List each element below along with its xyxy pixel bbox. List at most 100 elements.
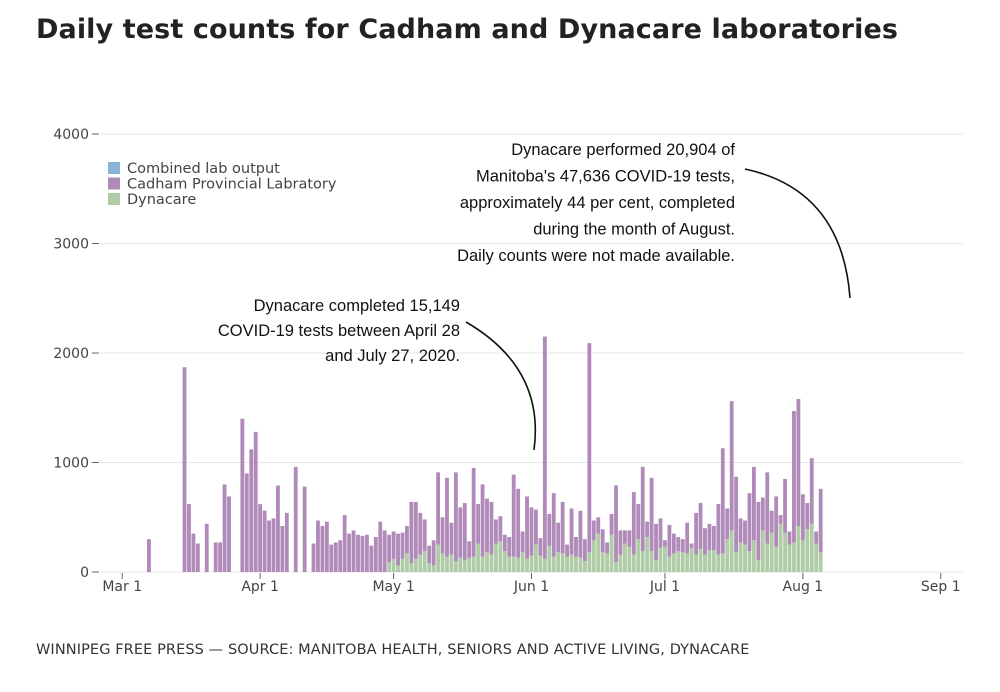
bar-dynacare (445, 556, 449, 572)
annotation-april-july-arrow (465, 321, 537, 451)
bar-dynacare (787, 544, 792, 572)
bar-cadham (347, 533, 352, 572)
bar-dynacare (605, 553, 610, 572)
bar-cadham (338, 540, 343, 572)
bar-cadham (814, 531, 819, 544)
x-tick-label: Aug 1 (783, 579, 824, 595)
bar-dynacare (631, 554, 636, 572)
bar-cadham (752, 466, 756, 541)
bar-cadham (329, 544, 334, 572)
bar-cadham (467, 541, 472, 558)
bar-dynacare (480, 556, 485, 572)
bar-dynacare (529, 555, 534, 572)
bars (147, 336, 823, 572)
bar-cadham (391, 531, 396, 559)
bar-cadham (418, 512, 423, 555)
bar-dynacare (418, 554, 423, 572)
bar-dynacare (614, 562, 618, 572)
bar-dynacare (485, 552, 489, 572)
axes: 0 1000 2000 3000 4000 Mar 1 Apr 1 May 1 Jun 1 Jul… (53, 127, 960, 595)
bar-dynacare (774, 546, 779, 572)
bar-cadham (382, 530, 387, 572)
x-tick-label: Sep 1 (921, 579, 961, 595)
bar-cadham (663, 540, 667, 547)
bar-cadham (707, 523, 712, 551)
bar-cadham (534, 509, 538, 545)
bar-cadham (618, 530, 623, 555)
bar-cadham (342, 515, 347, 572)
bar-cadham (471, 467, 476, 557)
bar-cadham (364, 534, 369, 572)
bar-cadham (560, 501, 565, 554)
bar-cadham (195, 543, 200, 572)
bar-cadham (218, 542, 223, 572)
bar-cadham (147, 539, 151, 572)
bar-cadham (623, 530, 627, 544)
bar-cadham (302, 486, 307, 572)
bar-cadham (525, 496, 529, 559)
bar-dynacare (636, 539, 641, 572)
bar-cadham (262, 510, 267, 572)
bar-dynacare (551, 556, 556, 572)
bar-dynacare (734, 552, 739, 572)
bar-cadham (396, 533, 400, 566)
bar-cadham (796, 398, 801, 527)
bar-cadham (551, 493, 556, 557)
bar-dynacare (783, 532, 787, 572)
annotation-april-july-line: COVID-19 tests between April 28 (218, 322, 460, 340)
bar-dynacare (627, 546, 632, 572)
bar-dynacare (556, 552, 561, 572)
bar-dynacare (471, 556, 476, 572)
bar-dynacare (449, 554, 454, 572)
bar-cadham (400, 532, 405, 559)
bar-dynacare (716, 554, 721, 572)
bar-dynacare (689, 547, 694, 572)
bar-cadham (703, 528, 707, 555)
bar-dynacare (676, 551, 681, 572)
bar-dynacare (400, 558, 405, 572)
bar-dynacare (756, 559, 761, 572)
bar-cadham (729, 401, 734, 531)
annotation-april-july-line: Dynacare completed 15,149 (254, 297, 460, 315)
bar-cadham (743, 520, 747, 545)
legend-swatch (108, 193, 120, 205)
bar-dynacare (462, 559, 467, 572)
bar-cadham (489, 501, 494, 555)
bar-dynacare (422, 551, 427, 572)
bar-cadham (316, 520, 320, 572)
bar-dynacare (538, 555, 543, 572)
bar-cadham (774, 496, 779, 547)
bar-cadham (631, 492, 636, 555)
bar-cadham (680, 539, 685, 553)
bar-dynacare (542, 558, 547, 572)
legend-label: Dynacare (127, 192, 196, 208)
bar-cadham (627, 530, 632, 547)
bar-cadham (578, 510, 583, 558)
bar-cadham (409, 501, 414, 564)
bar-cadham (805, 503, 810, 530)
bar-cadham (507, 536, 512, 557)
bar-dynacare (587, 552, 592, 572)
bar-dynacare (569, 554, 574, 572)
bar-dynacare (507, 556, 512, 572)
bar-dynacare (725, 539, 730, 572)
bar-dynacare (453, 561, 458, 572)
bar-dynacare (476, 543, 481, 572)
bar-cadham (511, 474, 516, 557)
bar-cadham (293, 466, 298, 572)
source-credit: WINNIPEG FREE PRESS — SOURCE: MANITOBA H… (36, 642, 750, 658)
bar-dynacare (413, 558, 418, 572)
bar-cadham (792, 411, 796, 543)
bar-dynacare (671, 553, 676, 572)
bar-cadham (654, 523, 658, 560)
bar-cadham (449, 522, 454, 555)
bar-cadham (413, 501, 418, 559)
bar-dynacare (467, 557, 472, 572)
bar-dynacare (658, 547, 663, 572)
bar-cadham (453, 472, 458, 562)
annotation-august-line: Dynacare performed 20,904 of (511, 141, 735, 159)
chart-title: Daily test counts for Cadham and Dynacar… (36, 14, 899, 45)
bar-cadham (769, 510, 774, 533)
bar-cadham (516, 488, 521, 558)
